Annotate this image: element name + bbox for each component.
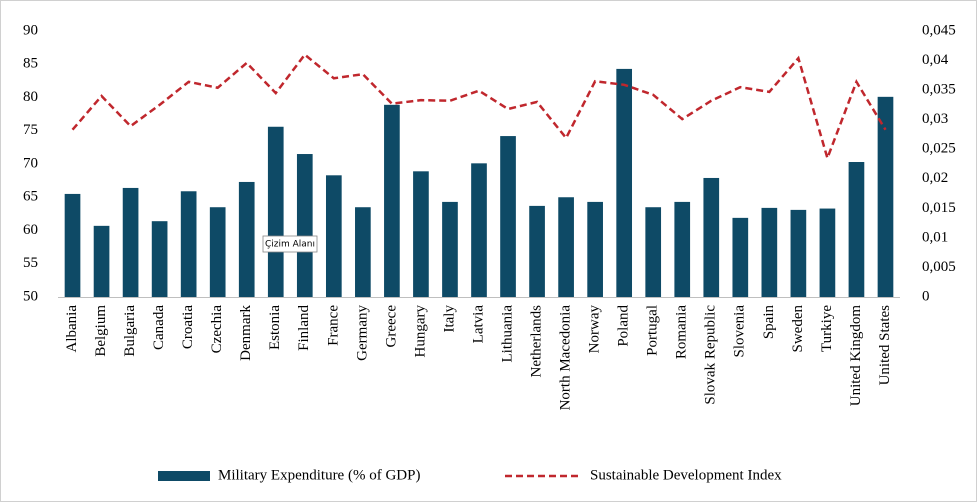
- x-tick-label: Bulgaria: [122, 305, 138, 357]
- x-tick-label: North Macedonia: [558, 305, 574, 411]
- bar: [471, 163, 487, 297]
- y2-tick-label: 0,005: [922, 259, 956, 275]
- bar: [325, 175, 342, 297]
- y-tick-label: 60: [23, 222, 38, 238]
- y-tick-label: 55: [23, 255, 38, 271]
- bar: [122, 187, 139, 297]
- x-tick-label: Slovak Republic: [703, 305, 719, 405]
- x-tick-label: Canada: [151, 305, 167, 350]
- x-tick-label: Poland: [616, 305, 632, 347]
- bar: [558, 197, 574, 297]
- bar: [819, 208, 836, 297]
- legend-label: Sustainable Development Index: [590, 467, 782, 483]
- y-tick-label: 50: [23, 288, 38, 304]
- bar: [180, 191, 197, 297]
- x-tick-label: Romania: [674, 305, 690, 359]
- x-tick-label: Portugal: [645, 305, 661, 356]
- x-tick-label: Netherlands: [529, 305, 545, 378]
- x-tick-label: Czechia: [209, 305, 225, 354]
- x-tick-label: Hungary: [412, 305, 428, 358]
- bar: [209, 207, 226, 297]
- bar: [674, 201, 691, 297]
- y2-tick-label: 0: [922, 288, 930, 304]
- x-tick-label: Denmark: [238, 305, 254, 361]
- line: [71, 52, 887, 163]
- bar: [413, 171, 429, 297]
- bar: [64, 193, 81, 297]
- x-tick-label: Slovenia: [732, 305, 748, 358]
- bar: [790, 209, 807, 297]
- bar: [761, 207, 778, 297]
- x-tick-label: Albania: [64, 305, 80, 353]
- bar: [355, 207, 371, 297]
- bar: [442, 201, 458, 297]
- y2-tick-label: 0,03: [922, 111, 948, 127]
- y2-tick-label: 0,025: [922, 141, 956, 157]
- bar: [732, 217, 749, 297]
- y2-tick-label: 0,035: [922, 82, 956, 98]
- bar: [93, 225, 110, 297]
- x-tick-label: United States: [877, 305, 893, 386]
- bar: [877, 96, 894, 298]
- x-tick-label: Spain: [761, 305, 777, 340]
- bar: [267, 126, 284, 297]
- bar: [703, 177, 720, 297]
- y2-tick-label: 0,02: [922, 170, 948, 186]
- x-tick-label: Norway: [587, 305, 603, 354]
- x-tick-label: France: [325, 305, 341, 346]
- x-tick-label: Sweden: [790, 305, 806, 353]
- bar: [848, 162, 865, 297]
- x-tick-label: Croatia: [180, 305, 196, 349]
- x-tick-label: Turkiye: [819, 305, 835, 352]
- x-tick-label: Latvia: [470, 305, 486, 344]
- x-tick-label: Lithuania: [499, 305, 515, 363]
- y-tick-label: 85: [23, 56, 38, 72]
- y2-tick-label: 0,045: [922, 22, 956, 38]
- y-tick-label: 80: [23, 89, 38, 105]
- bar: [296, 154, 313, 297]
- tooltip-box: [262, 235, 318, 253]
- bar: [587, 201, 603, 297]
- bar: [238, 181, 255, 297]
- y2-tick-label: 0,04: [922, 52, 949, 68]
- tooltip: Çizim Alanı: [265, 240, 315, 250]
- bar: [384, 104, 400, 297]
- legend-label: Military Expenditure (% of GDP): [218, 467, 420, 483]
- x-tick-label: Finland: [296, 305, 312, 351]
- y-tick-label: 70: [23, 155, 38, 171]
- x-tick-label: Belgium: [93, 305, 109, 357]
- x-tick-label: Germany: [354, 305, 370, 361]
- bar: [616, 68, 633, 297]
- legend-swatch: [158, 471, 210, 481]
- y2-tick-label: 0,01: [922, 229, 948, 245]
- x-tick-label: Italy: [441, 305, 457, 333]
- x-tick-label: United Kingdom: [848, 305, 864, 407]
- x-tick-label: Estonia: [267, 305, 283, 350]
- y-tick-label: 65: [23, 189, 38, 205]
- bar: [500, 136, 516, 297]
- x-tick-label: Greece: [383, 305, 399, 348]
- bar: [151, 221, 168, 297]
- bar: [529, 205, 545, 297]
- y-tick-label: 75: [23, 122, 38, 138]
- y2-tick-label: 0,015: [922, 200, 956, 216]
- y-tick-label: 90: [23, 22, 38, 38]
- bar: [645, 207, 662, 297]
